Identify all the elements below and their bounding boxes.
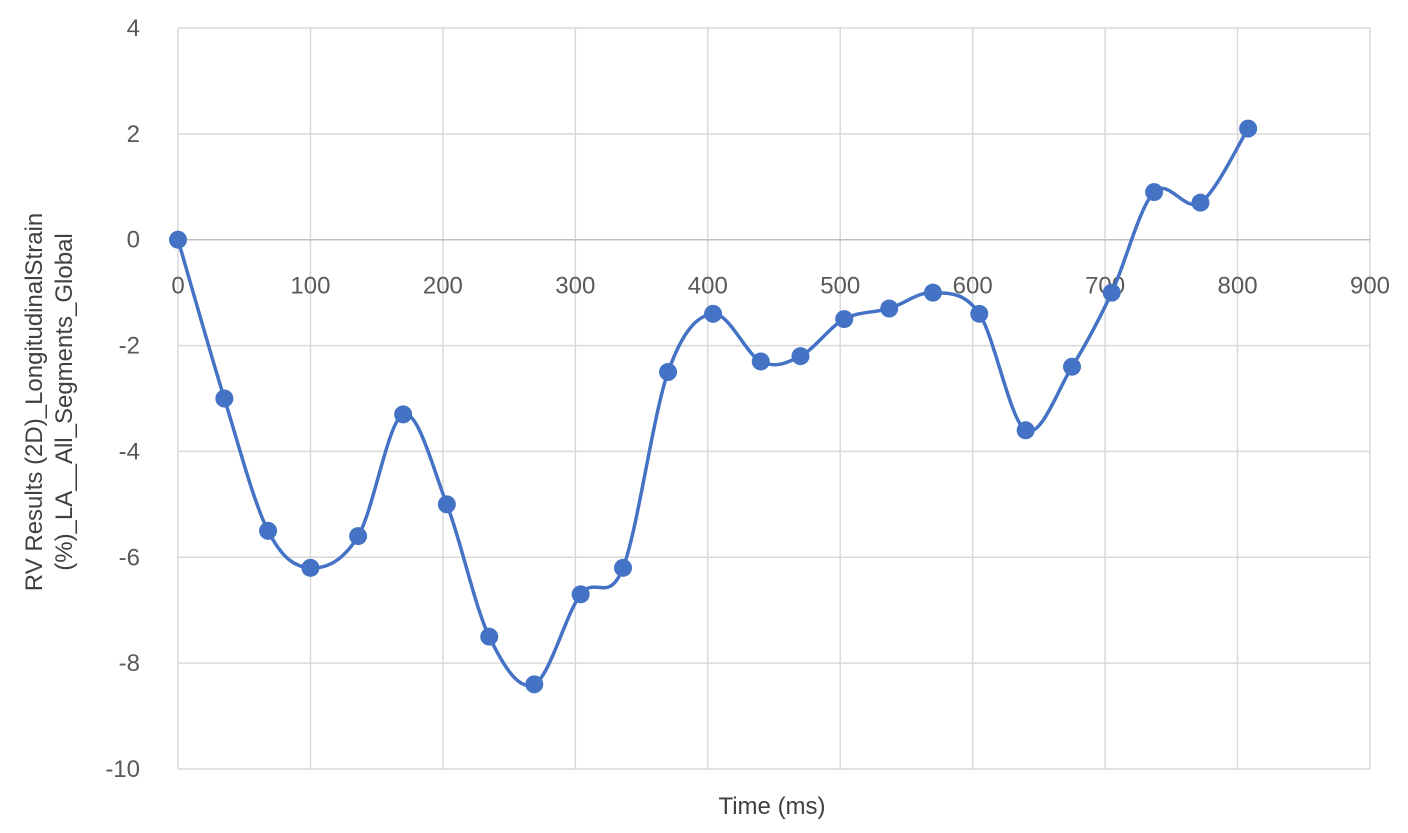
x-tick-labels: 0 100 200 300 400 500 600 700 800 900 [171, 273, 1390, 300]
x-tick-label: 0 [171, 273, 184, 300]
y-tick-label: 2 [127, 121, 140, 148]
data-point [1239, 119, 1258, 138]
data-point [614, 558, 633, 577]
data-point [301, 558, 320, 577]
series-strain [176, 127, 1250, 688]
data-point [1016, 421, 1035, 440]
x-axis-title: Time (ms) [718, 793, 825, 820]
x-tick-label: 500 [820, 273, 860, 300]
y-tick-label: 4 [127, 15, 140, 42]
y-axis-title-line-2: (%)_LA__All_Segments_Global [51, 233, 78, 571]
x-tick-label: 400 [688, 273, 728, 300]
data-point [525, 675, 544, 694]
y-tick-label: -10 [105, 756, 140, 783]
y-axis-title: RV Results (2D)_LongitudinalStrain (%)_L… [21, 213, 78, 591]
data-point [394, 405, 413, 424]
y-tick-label: -2 [119, 333, 140, 360]
data-point [169, 230, 187, 249]
data-point [437, 495, 456, 514]
data-point [704, 304, 723, 323]
y-tick-label: -8 [119, 650, 140, 677]
series-markers [169, 119, 1258, 694]
data-point [791, 347, 810, 366]
y-axis-title-line-1: RV Results (2D)_LongitudinalStrain [21, 213, 48, 591]
data-point [880, 299, 899, 318]
data-point [259, 521, 278, 540]
data-point [215, 389, 234, 408]
data-point [970, 304, 989, 323]
data-point [349, 527, 368, 546]
y-tick-label: 0 [127, 227, 140, 254]
data-point [1102, 283, 1121, 302]
data-point [659, 363, 678, 382]
gridlines [177, 27, 1371, 770]
data-point [1063, 357, 1081, 376]
y-tick-label: -6 [119, 544, 140, 571]
x-tick-label: 900 [1350, 273, 1390, 300]
data-point [751, 352, 770, 371]
y-tick-labels: 4 2 0 -2 -4 -6 -8 -10 [105, 15, 140, 783]
data-point [1191, 193, 1210, 212]
y-tick-label: -4 [119, 438, 140, 465]
x-tick-label: 200 [423, 273, 463, 300]
x-tick-label: 300 [555, 273, 595, 300]
data-point [923, 283, 942, 302]
data-point [571, 585, 590, 604]
x-tick-label: 100 [290, 273, 330, 300]
x-tick-label: 800 [1218, 273, 1258, 300]
data-point [480, 627, 499, 646]
series-line [176, 127, 1250, 688]
data-point [1145, 183, 1164, 202]
data-point [835, 310, 854, 329]
